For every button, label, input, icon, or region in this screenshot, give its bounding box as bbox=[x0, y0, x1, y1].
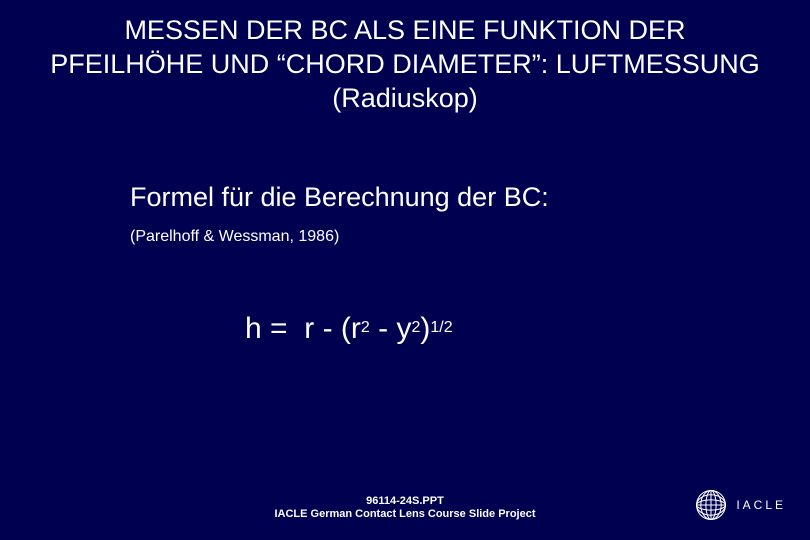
logo-text: IACLE bbox=[736, 498, 786, 512]
formula-open: (r bbox=[341, 312, 361, 345]
formula-exp1: 2 bbox=[361, 319, 370, 336]
formula-close: ) bbox=[420, 312, 430, 345]
slide-footer: 96114-24S.PPT IACLE German Contact Lens … bbox=[0, 495, 810, 523]
formula-minus1: - bbox=[323, 312, 333, 345]
footer-line2: IACLE German Contact Lens Course Slide P… bbox=[0, 508, 810, 522]
citation: (Parelhoff & Wessman, 1986) bbox=[130, 228, 339, 246]
formula-r1: r bbox=[304, 312, 314, 345]
formula-lhs: h bbox=[245, 312, 262, 345]
slide-title: MESSEN DER BC ALS EINE FUNKTION DER PFEI… bbox=[0, 0, 810, 115]
formula-eq: = bbox=[270, 312, 288, 345]
formula-minus2: - bbox=[378, 312, 388, 345]
globe-icon bbox=[694, 488, 728, 522]
formula: h = r - (r2 - y2)1/2 bbox=[245, 312, 453, 346]
footer-line1: 96114-24S.PPT bbox=[0, 495, 810, 509]
formula-y: y bbox=[397, 312, 412, 345]
slide-subtitle: Formel für die Berechnung der BC: bbox=[130, 182, 549, 213]
iacle-logo: IACLE bbox=[694, 488, 786, 522]
formula-exp3: 1/2 bbox=[430, 319, 452, 336]
